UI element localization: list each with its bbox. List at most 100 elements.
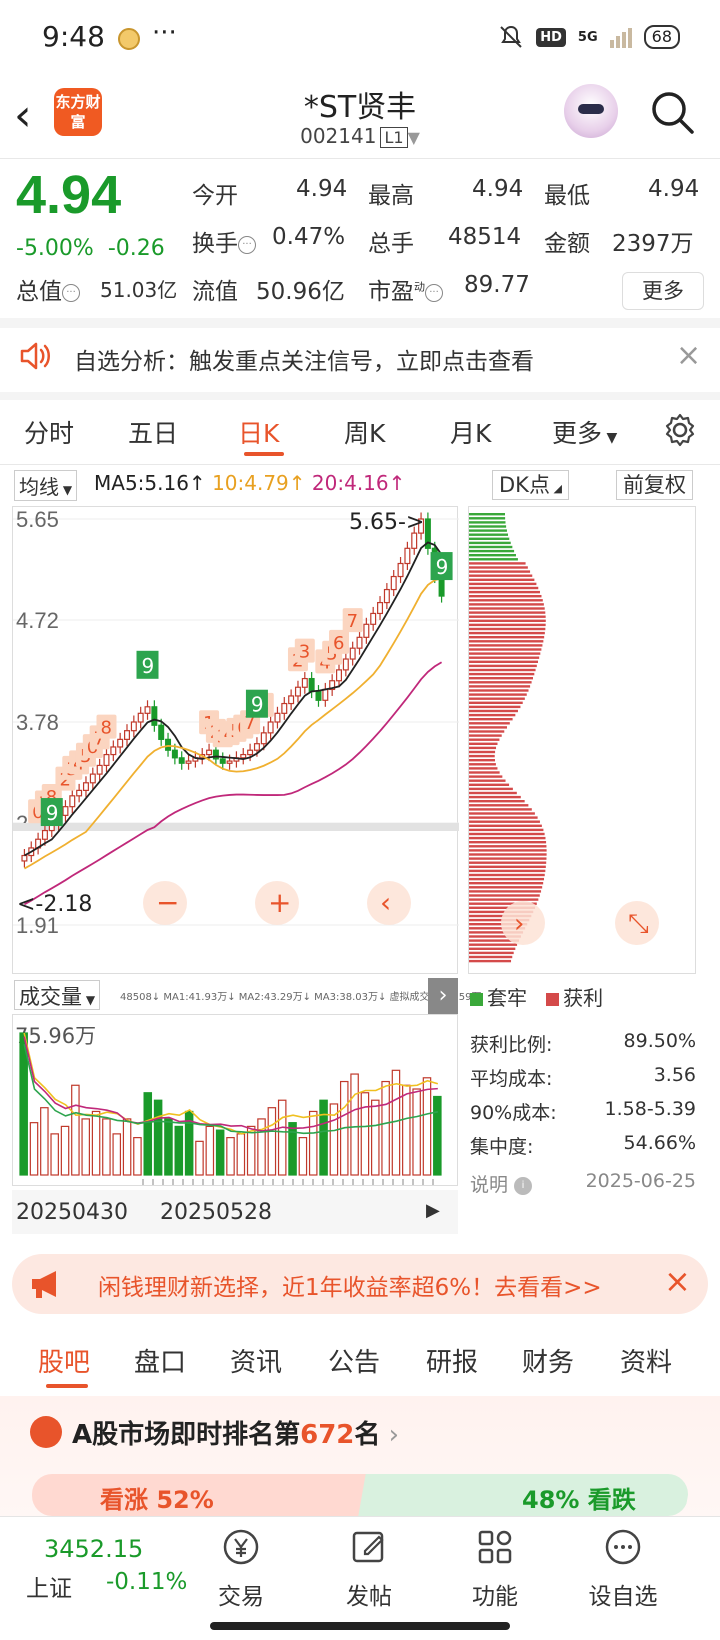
volume-bar	[412, 1088, 421, 1176]
tab-profile[interactable]: 资料	[620, 1348, 673, 1378]
volume-bar	[143, 1092, 153, 1176]
zoom-control-glyph: +	[268, 886, 291, 919]
market-cap-label[interactable]: 总值 ···	[16, 272, 80, 306]
play-icon[interactable]: ▶	[426, 1200, 440, 1221]
nav-add-watchlist[interactable]: 设自选	[578, 1527, 668, 1611]
info-icon: ···	[425, 283, 443, 302]
pe-label[interactable]: 市盈动 ···	[368, 272, 443, 306]
candle	[178, 757, 185, 764]
chip-profit-bar	[469, 677, 533, 680]
chip-profit-bar	[469, 754, 495, 758]
more-quote-button[interactable]: 更多	[622, 272, 704, 310]
search-icon[interactable]	[648, 88, 696, 136]
chip-profit-bar	[469, 722, 510, 725]
tab-guba[interactable]: 股吧	[38, 1348, 91, 1378]
nav-post[interactable]: 发帖	[324, 1527, 414, 1611]
chip-profit-bar	[469, 931, 524, 934]
volume-bar	[257, 1118, 266, 1176]
tab-intraday[interactable]: 分时	[24, 419, 75, 448]
volume-bar	[360, 1092, 370, 1176]
bearish-label: 48% 看跌	[522, 1486, 636, 1514]
nav-functions[interactable]: 功能	[450, 1527, 540, 1611]
min-price-mark: <-2.18	[17, 892, 92, 917]
tab-news[interactable]: 资讯	[230, 1348, 283, 1378]
chip-profit-bar	[469, 951, 514, 955]
chip-trap-bar	[469, 525, 507, 528]
date-axis: 20250430 20250528 ▶	[12, 1190, 458, 1234]
chip-trap-bar	[469, 513, 506, 516]
ma20-value: 20:4.16↑	[311, 471, 406, 495]
tab-pankou[interactable]: 盘口	[134, 1348, 187, 1378]
chip-profit-bar	[469, 636, 545, 639]
td-box	[342, 608, 363, 633]
status-bar: 9:48 ··· HD 5G 68	[0, 0, 720, 80]
fullscreen-icon	[615, 901, 659, 945]
signal-notice[interactable]: 自选分析：触发重点关注信号，立即点击查看 ×	[0, 330, 720, 386]
kline-chart[interactable]: 5.654.723.782.851.9167823456781234567823…	[12, 506, 459, 974]
tab-more[interactable]: 更多 ▼	[552, 419, 618, 448]
chip-profit-bar	[469, 660, 539, 663]
chip-profit-bar	[469, 607, 545, 610]
current-price-band	[13, 823, 459, 831]
volume-select[interactable]: 成交量 ▼	[14, 980, 101, 1010]
chip-note-row[interactable]: 说明 i 2025-06-25	[470, 1170, 696, 1196]
bullish-area[interactable]	[32, 1474, 372, 1516]
change-row: -5.00% -0.26	[16, 236, 179, 261]
close-icon[interactable]: ×	[676, 338, 702, 373]
td9-label: 9	[436, 555, 449, 579]
chip-profit-bar	[469, 771, 500, 774]
sentiment-vote: 看涨 52% 48% 看跌	[32, 1474, 688, 1516]
high-label: 最高	[368, 183, 414, 209]
tab-five-day[interactable]: 五日	[128, 419, 179, 448]
stock-code-row[interactable]: 002141 L1 ▼	[0, 124, 720, 148]
y-axis-label: 4.72	[16, 608, 59, 633]
chip-profit-bar	[469, 574, 533, 577]
candle	[206, 749, 213, 756]
tab-finance[interactable]: 财务	[522, 1348, 575, 1378]
chip-trap-bar	[469, 537, 510, 540]
chip-profit-bar	[469, 709, 518, 713]
stock-code: 002141	[300, 124, 377, 148]
td-label: 6	[333, 633, 344, 654]
back-icon[interactable]: ‹	[14, 90, 32, 141]
rank-text: A股市场即时排名第672名 ›	[72, 1420, 400, 1450]
ma-select[interactable]: 均线 ▼	[14, 470, 78, 501]
chip-profit-bar	[469, 836, 546, 840]
tab-monthly-k[interactable]: 月K	[450, 419, 492, 448]
chip-profit-bar	[469, 947, 516, 950]
divider	[0, 158, 720, 159]
assistant-robot-icon[interactable]	[564, 84, 618, 138]
candle	[349, 647, 356, 660]
gear-icon[interactable]	[662, 412, 698, 448]
chip-profit-bar	[469, 894, 540, 897]
volume-bar	[164, 1118, 173, 1176]
turnover-label[interactable]: 换手 ···	[192, 224, 256, 258]
volume-chart[interactable]: 75.96万	[12, 1014, 458, 1186]
divider	[0, 464, 720, 465]
tab-weekly-k[interactable]: 周K	[344, 419, 386, 448]
chip-profit-bar	[469, 685, 531, 688]
expand-right-icon[interactable]: ›	[428, 978, 458, 1014]
market-rank[interactable]: A股市场即时排名第672名 › 看涨 52% 48% 看跌	[0, 1396, 720, 1516]
chip-profit-bar	[469, 759, 495, 762]
candle	[212, 749, 219, 760]
promo-banner[interactable]: 闲钱理财新选择，近1年收益率超6%！去看看>> ×	[12, 1254, 708, 1314]
more-circle-icon	[605, 1529, 641, 1565]
volume-bar	[174, 1125, 184, 1176]
candle	[69, 795, 76, 808]
chip-profit-bar	[469, 726, 507, 729]
adjust-button[interactable]: 前复权	[616, 470, 693, 500]
tab-research[interactable]: 研报	[426, 1348, 479, 1378]
tab-daily-k[interactable]: 日K	[238, 419, 280, 448]
chip-profit-bar	[469, 566, 528, 569]
tab-announcement[interactable]: 公告	[328, 1348, 381, 1378]
volume-bar	[236, 1133, 246, 1176]
candle	[383, 588, 390, 604]
open-value: 4.94	[296, 176, 348, 202]
nav-trade[interactable]: 交易	[196, 1527, 286, 1611]
index-value[interactable]: 3452.15	[44, 1535, 144, 1563]
close-icon[interactable]: ×	[664, 1262, 691, 1300]
dk-point-button[interactable]: DK点 ◢	[492, 470, 569, 500]
volume-bar	[50, 1133, 59, 1176]
megaphone-icon	[32, 1271, 56, 1298]
